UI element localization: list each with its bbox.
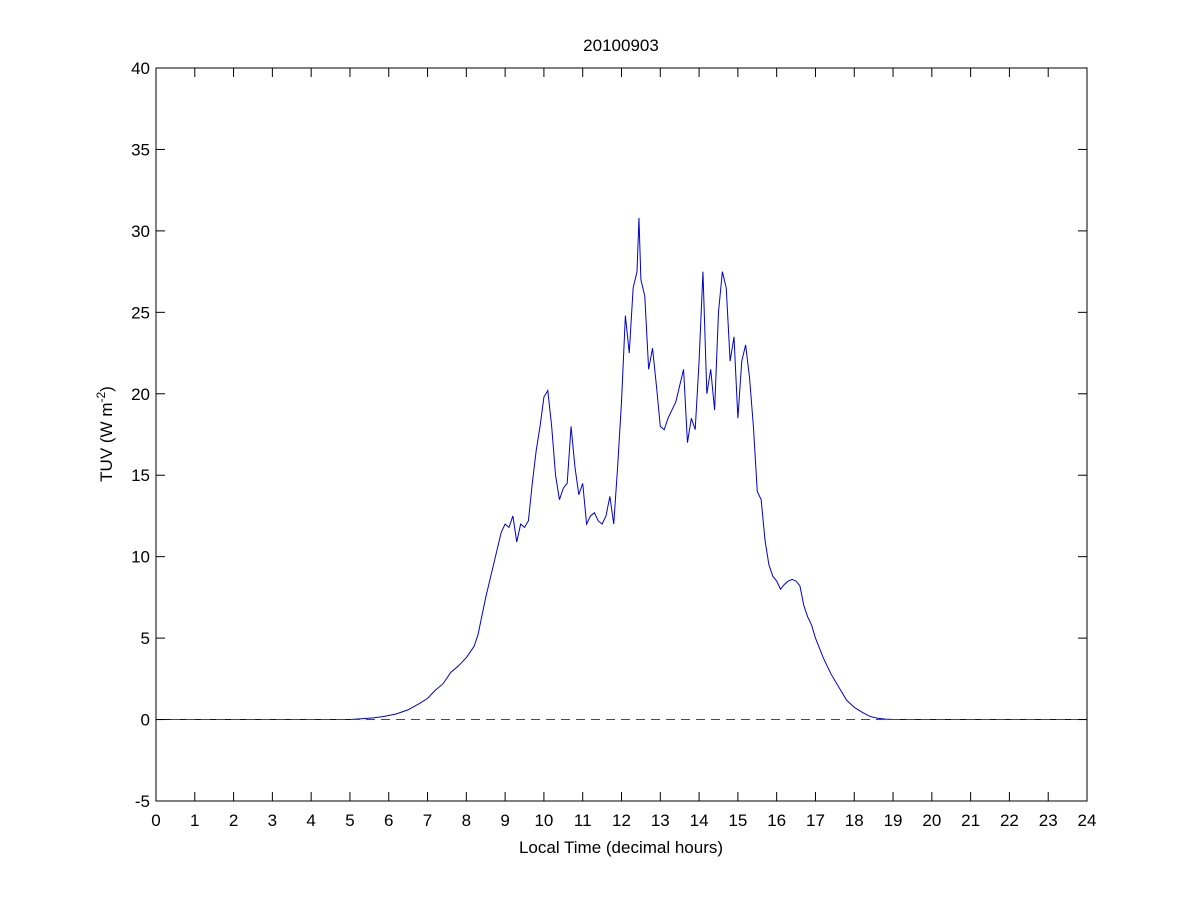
x-tick-label: 5 bbox=[345, 811, 354, 830]
x-tick-label: 15 bbox=[728, 811, 747, 830]
x-tick-label: 6 bbox=[384, 811, 393, 830]
series-layer bbox=[156, 217, 1087, 721]
series-line-0 bbox=[156, 217, 1087, 721]
x-tick-label: 11 bbox=[574, 811, 592, 830]
x-axis-label: Local Time (decimal hours) bbox=[519, 838, 723, 857]
x-tick-label: 21 bbox=[961, 811, 980, 830]
y-tick-label: 20 bbox=[131, 385, 150, 404]
x-tick-label: 0 bbox=[151, 811, 160, 830]
x-tick-label: 2 bbox=[229, 811, 238, 830]
y-tick-label: 10 bbox=[131, 548, 150, 567]
x-tick-label: 3 bbox=[268, 811, 277, 830]
x-tick-label: 12 bbox=[612, 811, 631, 830]
y-tick-label: 15 bbox=[131, 466, 150, 485]
y-tick-label: 0 bbox=[141, 711, 150, 730]
y-axis-label-exponent: -2 bbox=[94, 392, 108, 403]
x-axis-ticks: 0 1 2 3 4 5 6 7 8 9 10 11 12 13 14 15 16 17 18 19 20 21 22 23 24 bbox=[151, 68, 1096, 830]
x-tick-label: 1 bbox=[190, 811, 199, 830]
plot-background bbox=[156, 68, 1087, 801]
x-tick-label: 22 bbox=[1000, 811, 1019, 830]
x-tick-label: 23 bbox=[1039, 811, 1058, 830]
y-tick-label: 35 bbox=[131, 140, 150, 159]
x-tick-label: 10 bbox=[534, 811, 553, 830]
y-tick-label: 5 bbox=[141, 629, 150, 648]
x-tick-label: 14 bbox=[690, 811, 709, 830]
x-tick-label: 19 bbox=[884, 811, 903, 830]
x-tick-label: 20 bbox=[922, 811, 941, 830]
chart-title: 20100903 bbox=[583, 36, 659, 55]
x-tick-label: 8 bbox=[462, 811, 471, 830]
y-axis-label-close: ) bbox=[97, 386, 116, 392]
x-tick-label: 9 bbox=[500, 811, 509, 830]
x-tick-label: 4 bbox=[306, 811, 315, 830]
y-axis-label-main: TUV (W m bbox=[97, 403, 116, 482]
x-tick-label: 24 bbox=[1078, 811, 1097, 830]
y-tick-label: 30 bbox=[131, 222, 150, 241]
y-axis-ticks: -5 0 5 10 15 20 25 30 35 40 bbox=[131, 59, 1087, 811]
x-tick-label: 7 bbox=[423, 811, 432, 830]
x-tick-label: 17 bbox=[806, 811, 825, 830]
y-axis-label: TUV (W m-2) bbox=[94, 386, 116, 482]
plot-area bbox=[156, 68, 1087, 801]
plot-frame bbox=[155, 67, 1088, 802]
x-tick-label: 13 bbox=[651, 811, 670, 830]
x-tick-label: 16 bbox=[767, 811, 786, 830]
y-tick-label: -5 bbox=[135, 792, 150, 811]
y-tick-label: 40 bbox=[131, 59, 150, 78]
y-tick-label: 25 bbox=[131, 303, 150, 322]
x-tick-label: 18 bbox=[845, 811, 864, 830]
